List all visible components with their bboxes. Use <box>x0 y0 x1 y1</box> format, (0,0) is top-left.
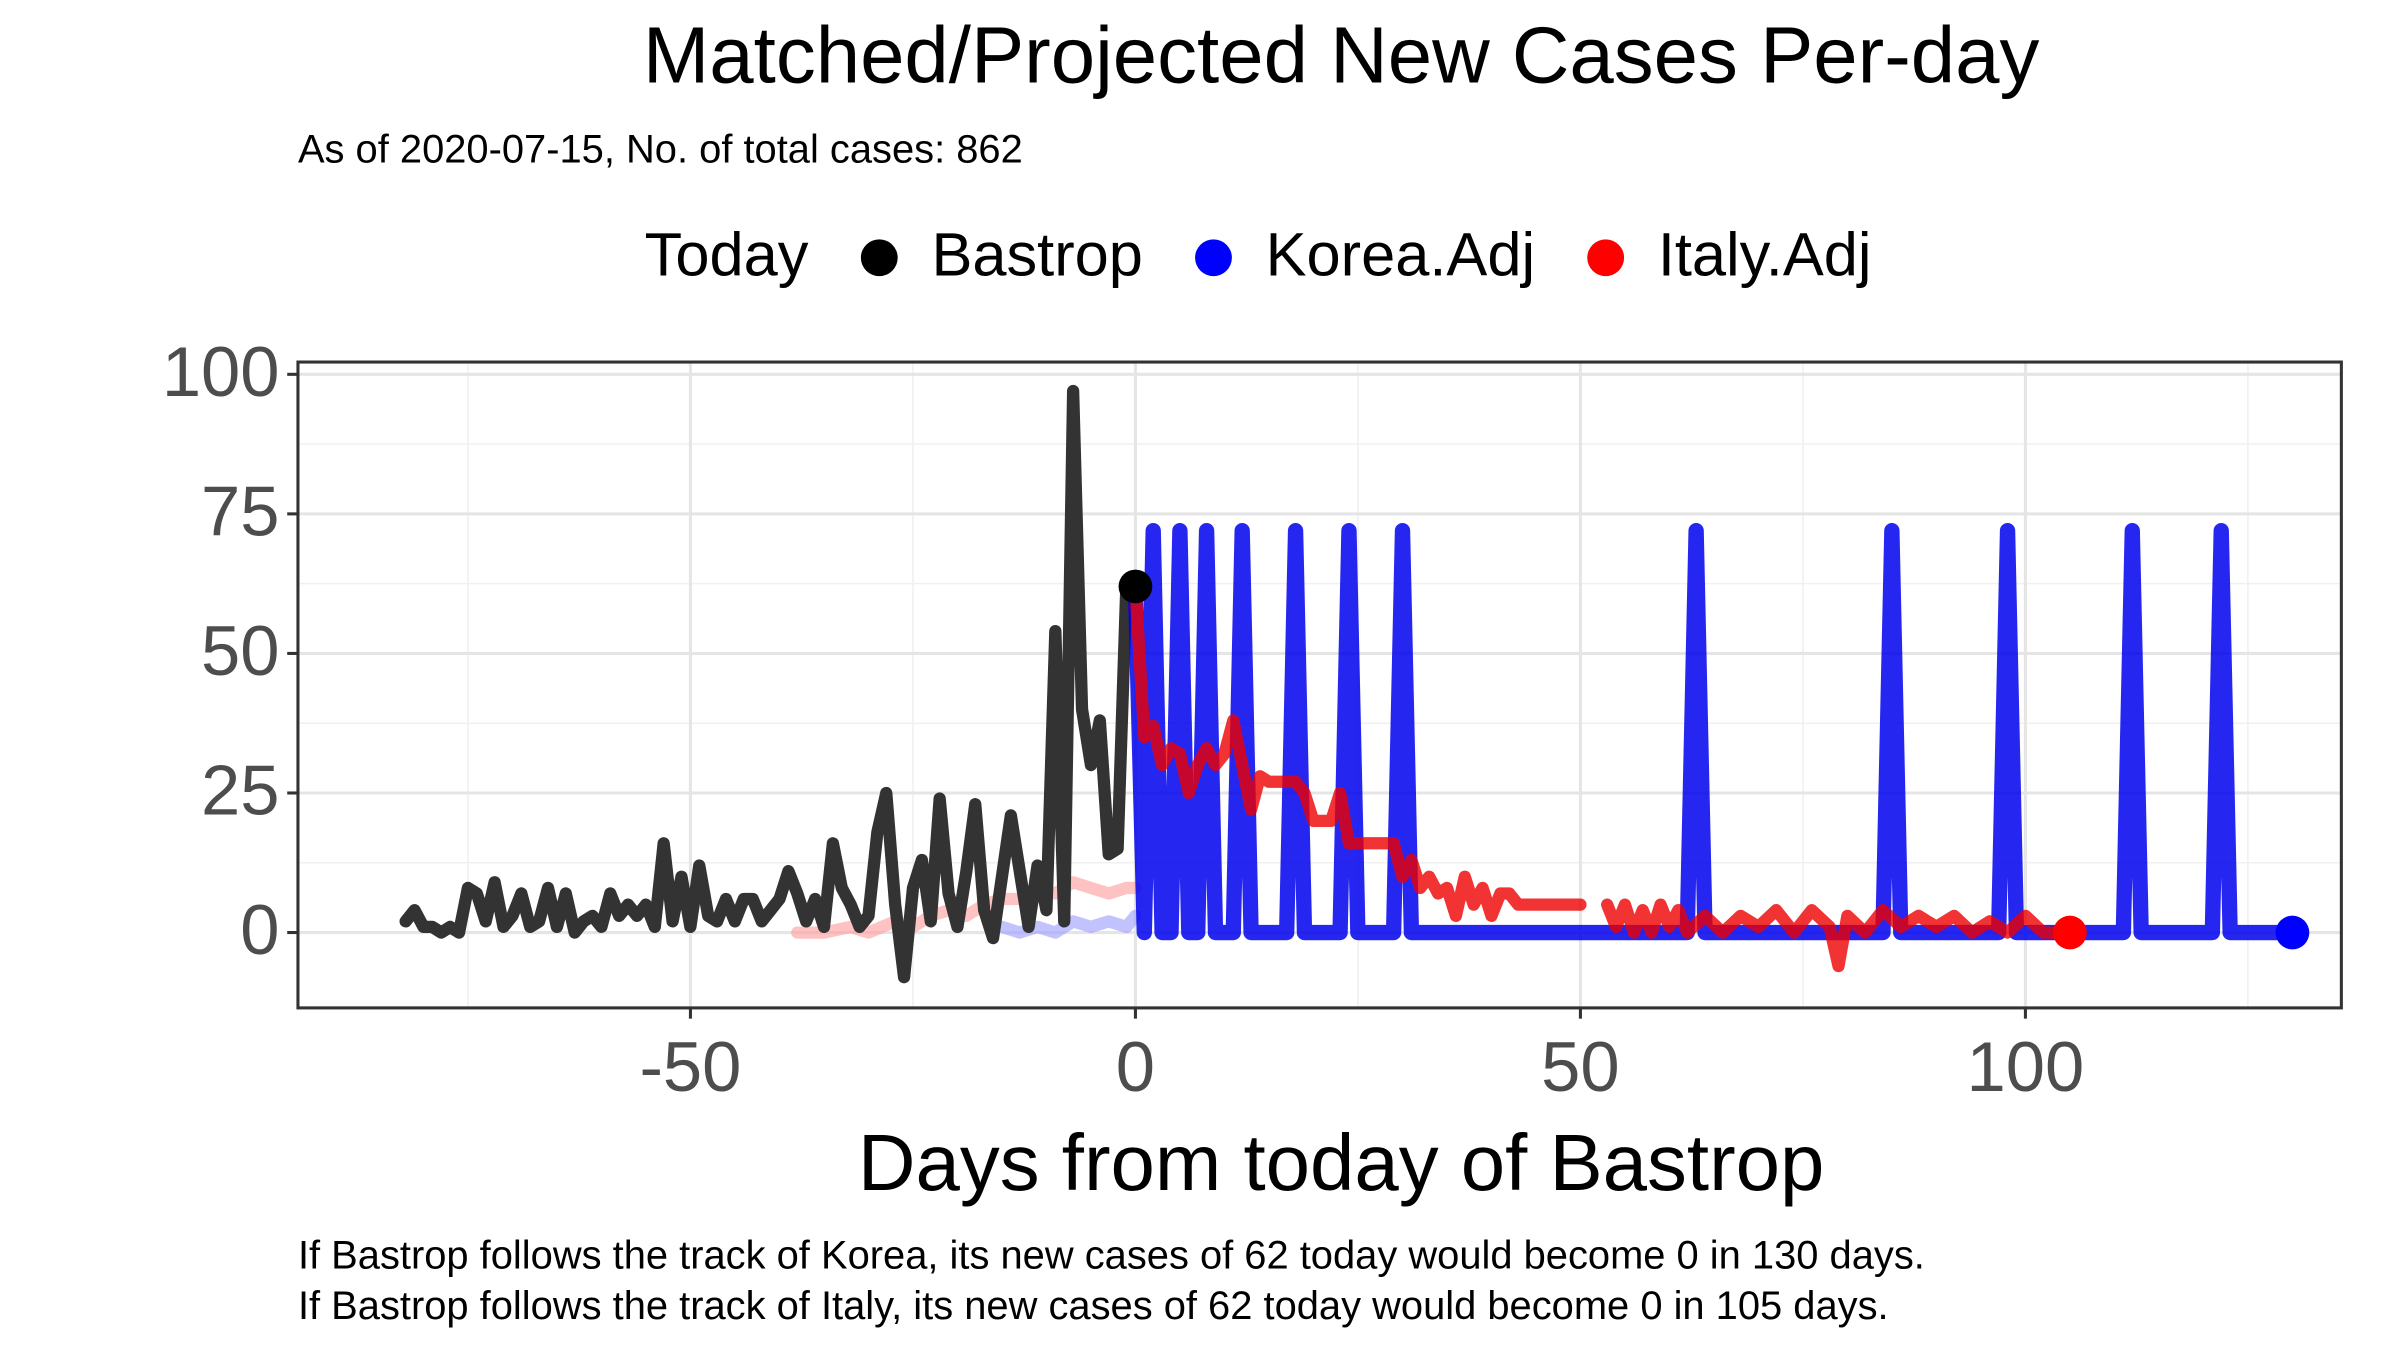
x-tick-label: 0 <box>1116 1027 1155 1106</box>
x-tick-label: 50 <box>1541 1027 1619 1106</box>
chart-title: Matched/Projected New Cases Per-day <box>643 10 2040 99</box>
x-tick-label: -50 <box>639 1027 741 1106</box>
legend-marker <box>860 239 898 277</box>
legend-label: Italy.Adj <box>1658 220 1872 289</box>
caption: If Bastrop follows the track of Korea, i… <box>298 1233 1925 1277</box>
y-tick-label: 50 <box>201 611 279 690</box>
legend-label: Bastrop <box>931 220 1142 289</box>
legend-title: Today <box>645 220 809 289</box>
legend-marker <box>1587 239 1625 277</box>
x-tick-label: 100 <box>1967 1027 2085 1106</box>
plot-area: -50 0 50 100 0 25 50 75 100 <box>162 332 2343 1106</box>
y-tick-label: 100 <box>162 332 280 411</box>
plot-border <box>296 360 2343 1010</box>
today-point <box>2053 915 2087 950</box>
y-tick-label: 25 <box>201 751 279 830</box>
today-point <box>1118 569 1153 604</box>
series-line <box>399 384 1142 984</box>
today-point <box>2275 915 2310 950</box>
legend-marker <box>1195 239 1232 277</box>
x-axis-title: Days from today of Bastrop <box>858 1118 1824 1207</box>
caption: If Bastrop follows the track of Italy, i… <box>298 1284 1889 1328</box>
y-tick-label: 75 <box>201 472 279 551</box>
series-line <box>1127 522 2301 941</box>
y-tick-label: 0 <box>240 890 279 969</box>
series-line <box>1129 580 2077 973</box>
legend-label: Korea.Adj <box>1266 220 1535 289</box>
chart-subtitle: As of 2020-07-15, No. of total cases: 86… <box>298 127 1023 171</box>
legend: Bastrop Korea.Adj Italy.Adj <box>860 220 1872 289</box>
